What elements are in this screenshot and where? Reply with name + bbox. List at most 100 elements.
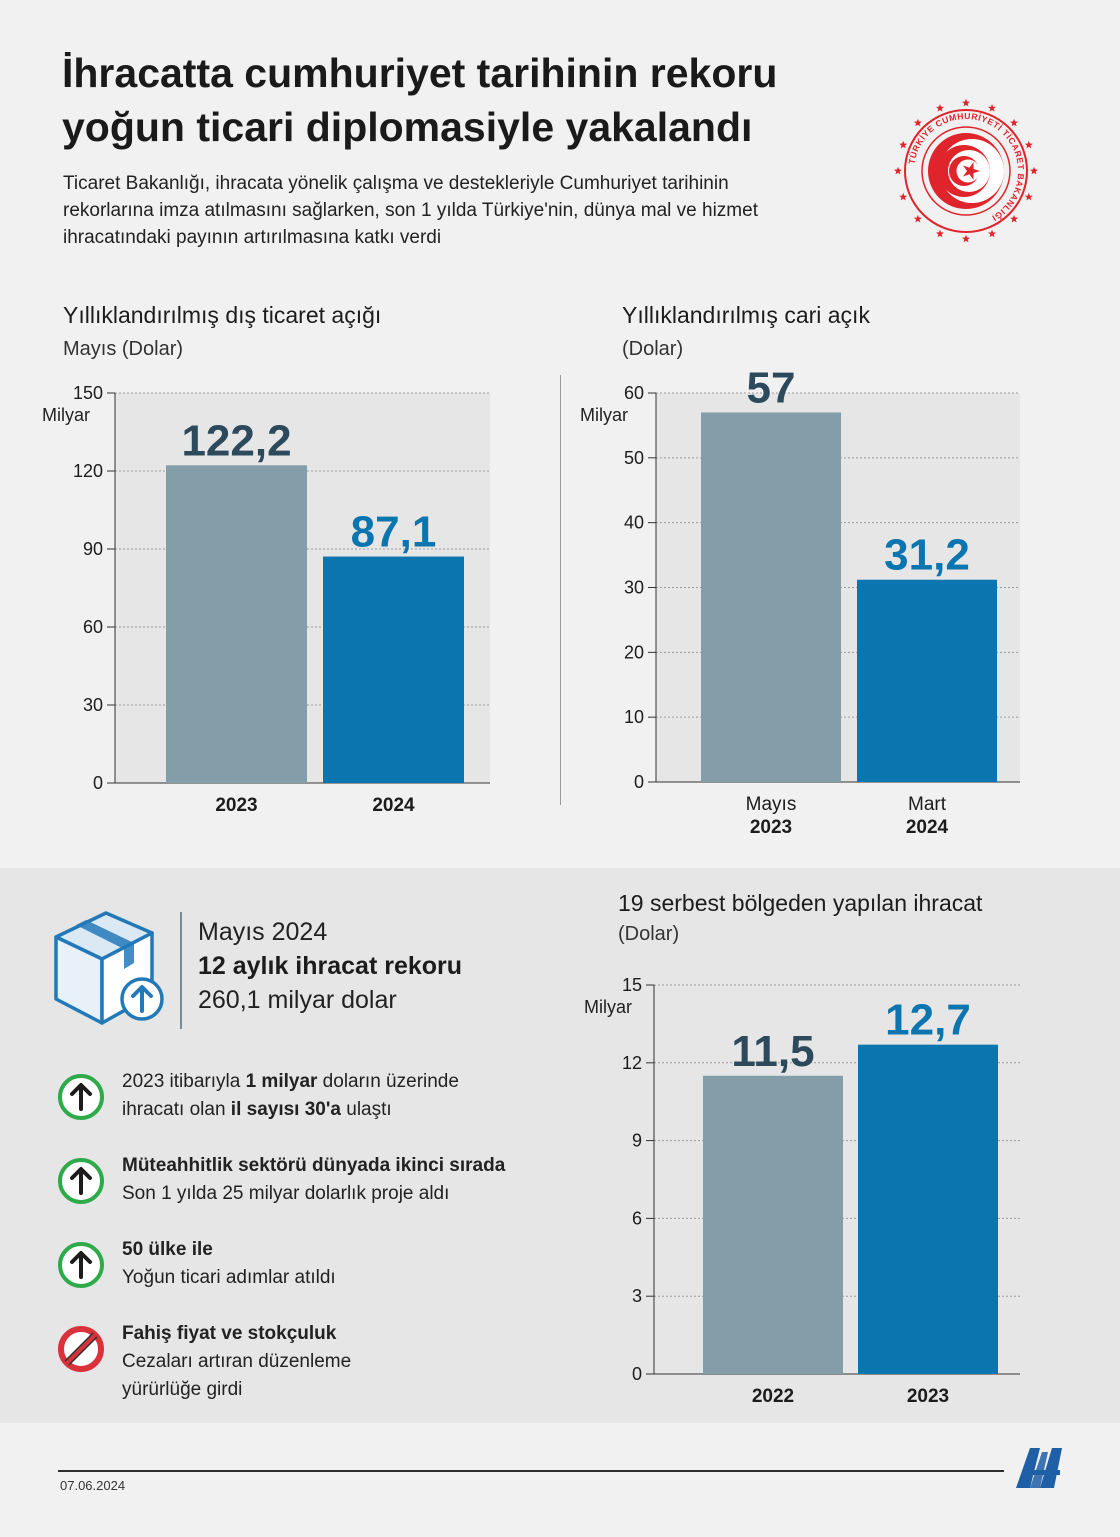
- value-label: 122,2: [181, 416, 291, 465]
- y-tick-label: 90: [83, 539, 103, 559]
- icon-slash-inner: [65, 1333, 97, 1365]
- y-tick-label: 30: [83, 695, 103, 715]
- seal-star-icon: [1024, 192, 1033, 201]
- y-tick-label: 0: [634, 772, 644, 792]
- bullet-text: 50 ülke ile Yoğun ticari adımlar atıldı: [122, 1236, 592, 1292]
- x-category-label: Mayıs: [746, 794, 797, 815]
- up-arrow-icon: [58, 1158, 104, 1204]
- y-tick-label: 3: [632, 1286, 642, 1306]
- chart-divider: [560, 375, 561, 805]
- trade-deficit-chart: 0 30 60 90 120 150 122,2 2023 87,1 2024: [73, 383, 490, 816]
- record-headline: 12 aylık ihracat rekoru: [198, 952, 463, 980]
- seal-star-icon: [1024, 140, 1033, 149]
- trade-chart-subtitle: Mayıs (Dolar): [63, 338, 184, 360]
- seal-star-icon: [988, 229, 996, 238]
- y-tick-label: 50: [624, 448, 644, 468]
- bullet-plain-text: yürürlüğe girdi: [122, 1379, 243, 1400]
- y-tick-label: 30: [624, 578, 644, 598]
- seal-star-icon: [962, 98, 970, 107]
- freezone-chart-unit: Milyar: [584, 997, 632, 1017]
- x-category-label: 2024: [906, 817, 949, 838]
- bullet-plain-text: Cezaları artıran düzenleme: [122, 1351, 352, 1372]
- bullet-plain-text: Son 1 yılda 25 milyar dolarlık proje ald…: [122, 1183, 450, 1204]
- value-label: 87,1: [351, 508, 437, 557]
- record-amount: 260,1 milyar dolar: [198, 986, 397, 1014]
- seal-star-icon: [936, 104, 944, 112]
- bullet-bold-text: Müteahhitlik sektörü dünyada ikinci sıra…: [122, 1155, 506, 1176]
- info-divider: [180, 912, 182, 1029]
- bar-2022: [703, 1075, 843, 1374]
- current-chart-subtitle: (Dolar): [622, 338, 684, 360]
- y-tick-label: 120: [73, 461, 103, 481]
- bullet-bold-text: 50 ülke ile: [122, 1239, 213, 1260]
- y-tick-label: 150: [73, 383, 103, 403]
- y-tick-label: 0: [632, 1364, 642, 1384]
- bullet-bold-text: il sayısı 30'a: [230, 1099, 341, 1120]
- y-tick-label: 20: [624, 642, 644, 662]
- y-tick-label: 0: [93, 773, 103, 793]
- freezone-chart-subtitle: (Dolar): [618, 923, 680, 945]
- x-category-label: Mart: [908, 794, 947, 815]
- freezone-export-chart: 0 3 6 9 12 15 11,5 2022 12,7 2023: [622, 975, 1020, 1407]
- seal-star-icon: [962, 234, 970, 243]
- value-label: 11,5: [731, 1027, 814, 1076]
- ministry-seal-logo: TÜRKİYE CUMHURİYETİ TİCARET BAKANLIĞI: [894, 98, 1038, 243]
- seal-star-icon: [1010, 214, 1019, 223]
- aa-agency-logo: [1016, 1448, 1062, 1488]
- x-category-label: 2024: [372, 795, 415, 816]
- seal-star-icon: [988, 104, 996, 112]
- bullet-bold-text: Fahiş fiyat ve stokçuluk: [122, 1323, 337, 1344]
- y-tick-label: 9: [632, 1131, 642, 1151]
- bullet-text: Müteahhitlik sektörü dünyada ikinci sıra…: [122, 1152, 592, 1208]
- bullet-plain-text: Yoğun ticari adımlar atıldı: [122, 1267, 336, 1288]
- bullet-bold-text: 1 milyar: [245, 1071, 318, 1092]
- bar-mart-2024: [857, 579, 997, 782]
- value-label: 57: [747, 363, 796, 412]
- current-chart-unit: Milyar: [580, 405, 628, 425]
- bullet-plain-text: ihracatı olan: [122, 1099, 231, 1120]
- bar-2023: [858, 1044, 998, 1374]
- x-category-label: 2023: [215, 795, 257, 816]
- y-tick-label: 40: [624, 513, 644, 533]
- seal-star-icon: [913, 214, 922, 223]
- record-period: Mayıs 2024: [198, 918, 328, 946]
- seal-star-icon: [899, 140, 908, 149]
- icon-arrow: [70, 1083, 92, 1111]
- publish-date: 07.06.2024: [60, 1478, 126, 1493]
- bullet-plain-text: ulaştı: [340, 1099, 392, 1120]
- seal-star-icon: [1030, 166, 1038, 175]
- x-category-label: 2022: [752, 1386, 794, 1407]
- freezone-chart-title: 19 serbest bölgeden yapılan ihracat: [618, 890, 983, 916]
- up-arrow-icon: [58, 1074, 104, 1120]
- x-category-label: 2023: [907, 1386, 949, 1407]
- seal-star-icon: [913, 118, 922, 127]
- y-tick-label: 15: [622, 975, 642, 995]
- bullet-plain-text: 2023 itibarıyla: [122, 1071, 246, 1092]
- seal-star-icon: [894, 166, 902, 175]
- seal-star-icon: [1010, 118, 1019, 127]
- bullet-text: 2023 itibarıyla 1 milyar doların üzerind…: [122, 1068, 592, 1124]
- y-tick-label: 60: [624, 383, 644, 403]
- bar-2024: [323, 556, 464, 783]
- up-arrow-icon: [58, 1242, 104, 1288]
- value-label: 12,7: [885, 996, 971, 1045]
- seal-star-icon: [936, 229, 944, 238]
- y-tick-label: 12: [622, 1053, 642, 1073]
- page-title: İhracatta cumhuriyet tarihinin rekoru yo…: [62, 50, 778, 150]
- export-box-icon: [54, 911, 164, 1025]
- bar-2023: [166, 465, 307, 783]
- trade-chart-title: Yıllıklandırılmış dış ticaret açığı: [63, 302, 382, 328]
- trade-chart-unit: Milyar: [42, 405, 90, 425]
- bullet-text: Fahiş fiyat ve stokçuluk Cezaları artıran…: [122, 1320, 592, 1404]
- y-tick-label: 6: [632, 1208, 642, 1228]
- x-category-label: 2023: [750, 817, 792, 838]
- seal-star-icon: [899, 192, 908, 201]
- y-tick-label: 60: [83, 617, 103, 637]
- page-subtitle: Ticaret Bakanlığı, ihracata yönelik çalı…: [63, 173, 758, 248]
- current-chart-title: Yıllıklandırılmış cari açık: [622, 302, 870, 328]
- icon-arrow: [70, 1167, 92, 1195]
- value-label: 31,2: [884, 531, 970, 580]
- bullet-plain-text: doların üzerinde: [317, 1071, 459, 1092]
- bar-mayıs-2023: [701, 412, 841, 782]
